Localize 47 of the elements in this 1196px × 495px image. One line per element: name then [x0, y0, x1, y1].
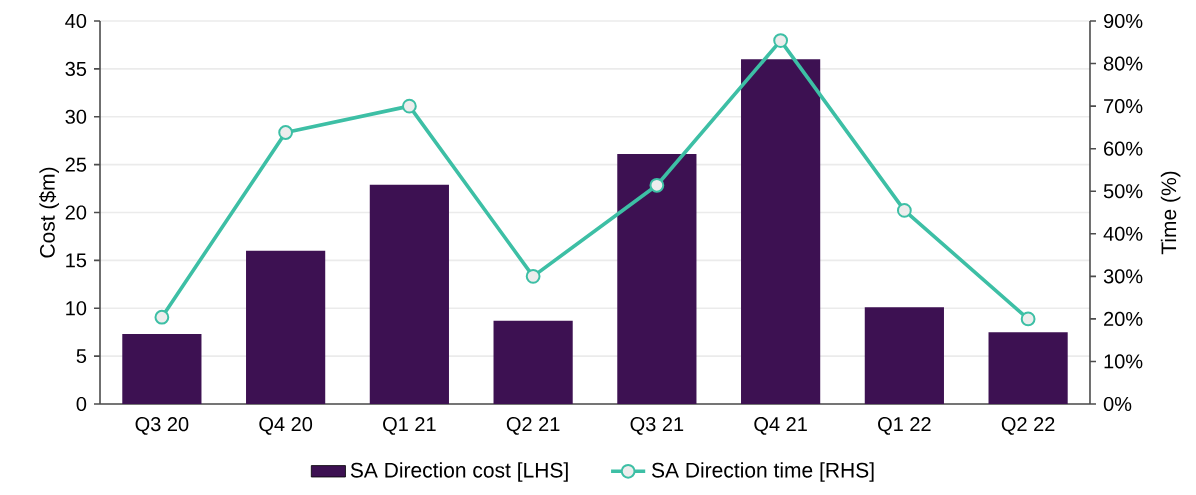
x-tick-label: Q3 21	[630, 417, 684, 435]
y-tick-label: 0	[76, 396, 87, 412]
x-tick-label: Q4 21	[754, 417, 807, 435]
point	[278, 125, 294, 140]
y2-tick-label: 0%	[1103, 396, 1132, 412]
y2-tick-label: 40%	[1103, 226, 1143, 241]
x-tick-label: Q1 22	[878, 417, 931, 435]
bar	[369, 184, 449, 404]
y-tick-label: 20	[65, 205, 87, 220]
bar	[988, 332, 1068, 404]
x-tick-label: Q4 20	[259, 417, 313, 435]
y2-tick-label: 20%	[1104, 311, 1143, 326]
y-tick-label: 5	[76, 349, 87, 364]
y2-tick-label: 50%	[1103, 184, 1143, 199]
x-tick-label: Q2 21	[506, 417, 560, 435]
y-tick-label: 15	[66, 253, 87, 268]
point	[525, 268, 541, 284]
y2-tick-label: 60%	[1104, 141, 1143, 156]
y2-tick-label: 90%	[1104, 13, 1143, 29]
point	[649, 177, 665, 193]
legend-label: SA Direction cost [LHS]	[350, 462, 568, 482]
bar	[864, 307, 944, 404]
legend-label: SA Direction time [RHS]	[651, 462, 874, 482]
bar	[617, 154, 697, 404]
y-tick-label: 30	[65, 109, 87, 124]
bar	[493, 320, 573, 404]
bar	[741, 59, 821, 404]
point	[401, 98, 417, 114]
bar	[122, 334, 202, 404]
bar	[246, 250, 326, 404]
x-tick-label: Q3 20	[135, 417, 189, 435]
y2-tick-label: 70%	[1104, 99, 1143, 114]
point	[773, 33, 789, 48]
y2-tick-label: 10%	[1104, 354, 1143, 369]
point	[1020, 311, 1036, 327]
y-tick-label: 35	[65, 61, 87, 76]
y-tick-label: 10	[66, 301, 87, 316]
point	[154, 309, 170, 325]
y2-tick-label: 80%	[1103, 56, 1143, 71]
y-tick-label: 40	[65, 13, 87, 29]
y2-axis-title: Time (%)	[1160, 171, 1181, 255]
x-tick-label: Q2 22	[1001, 417, 1055, 435]
x-tick-label: Q1 21	[383, 417, 436, 435]
y-axis-title: Cost ($m)	[39, 167, 59, 258]
y-tick-label: 25	[65, 157, 87, 172]
point	[896, 202, 912, 218]
y2-tick-label: 30%	[1103, 269, 1143, 284]
